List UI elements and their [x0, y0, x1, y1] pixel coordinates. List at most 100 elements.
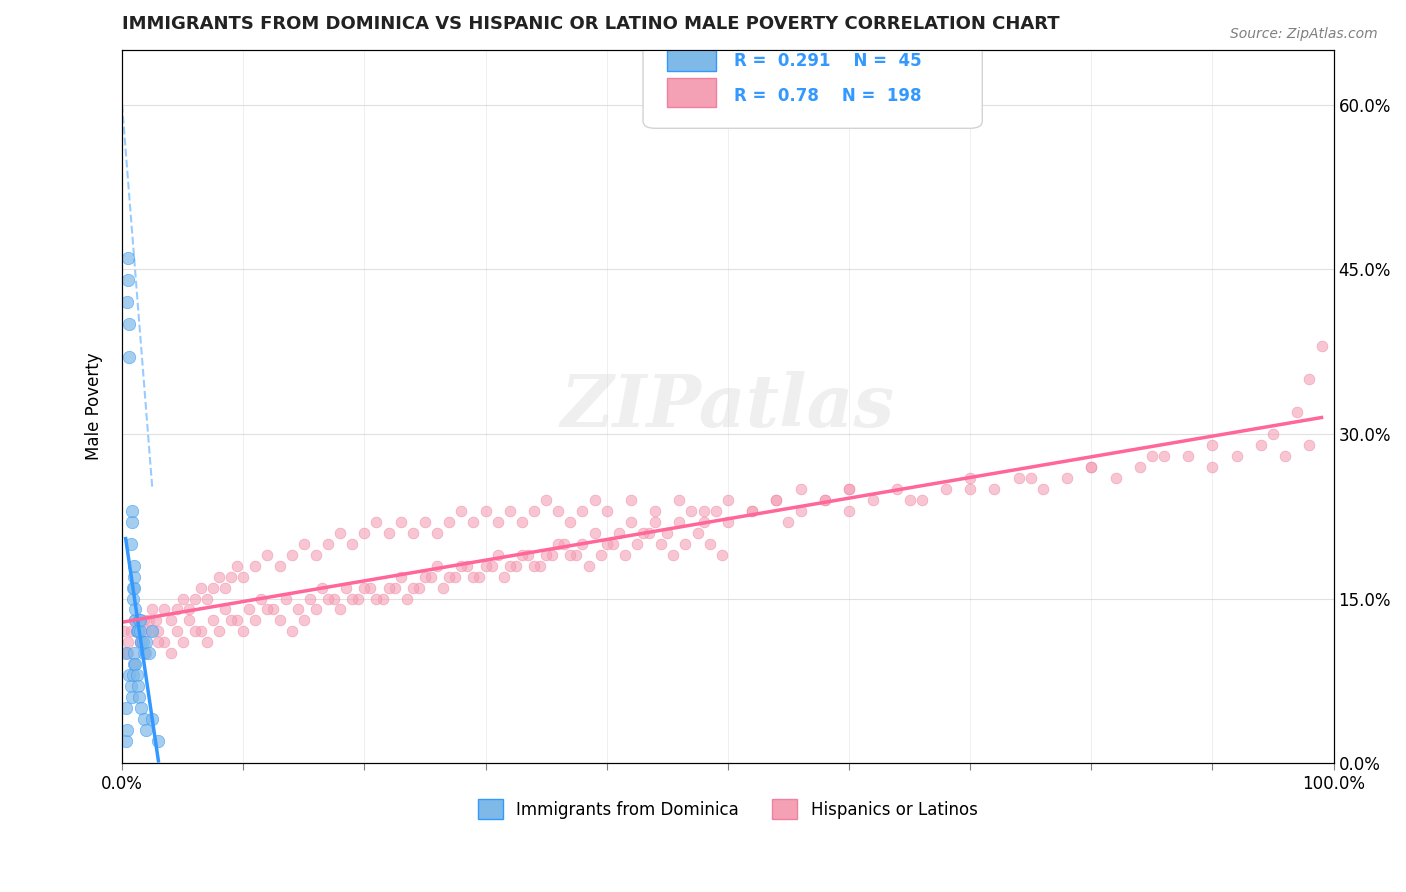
Point [135, 647, 157, 661]
Point [114, 647, 136, 661]
Point [402, 581, 425, 595]
Text: ZIPatlas: ZIPatlas [561, 371, 894, 442]
Point [426, 525, 449, 540]
Point [353, 525, 375, 540]
Point [814, 492, 837, 507]
Point [432, 581, 454, 595]
Point [366, 591, 388, 606]
Point [516, 548, 538, 562]
Point [129, 624, 152, 639]
Point [886, 482, 908, 496]
Point [128, 614, 150, 628]
Point [578, 558, 600, 573]
FancyBboxPatch shape [668, 78, 716, 107]
Point [201, 581, 224, 595]
Point [118, 350, 141, 364]
Point [122, 668, 145, 682]
Point [668, 492, 690, 507]
Point [631, 525, 654, 540]
Point [765, 492, 787, 507]
Point [190, 581, 212, 595]
Point [172, 591, 194, 606]
Point [911, 492, 934, 507]
Point [122, 558, 145, 573]
Point [122, 591, 145, 606]
Point [959, 471, 981, 485]
Point [534, 492, 557, 507]
Point [1153, 449, 1175, 463]
Point [444, 569, 467, 583]
Point [1177, 449, 1199, 463]
Point [269, 558, 291, 573]
Point [481, 558, 503, 573]
Point [935, 482, 957, 496]
Point [305, 602, 328, 616]
Point [124, 657, 146, 672]
Point [127, 624, 149, 639]
Point [128, 690, 150, 705]
Point [135, 723, 157, 738]
Point [565, 548, 588, 562]
Point [117, 647, 139, 661]
Point [120, 536, 142, 550]
Point [547, 504, 569, 518]
Point [814, 492, 837, 507]
Point [280, 624, 302, 639]
Point [177, 614, 200, 628]
Point [510, 515, 533, 529]
Point [184, 624, 207, 639]
Text: R =  0.78    N =  198: R = 0.78 N = 198 [734, 87, 921, 105]
Point [523, 558, 546, 573]
Point [371, 591, 394, 606]
Point [131, 635, 153, 649]
Point [1201, 438, 1223, 452]
Point [366, 515, 388, 529]
Point [1056, 471, 1078, 485]
Point [120, 624, 142, 639]
Point [1080, 459, 1102, 474]
Point [274, 591, 297, 606]
Point [177, 602, 200, 616]
Point [141, 712, 163, 726]
Point [238, 602, 260, 616]
Point [256, 602, 278, 616]
Point [692, 515, 714, 529]
Point [195, 635, 218, 649]
Point [184, 591, 207, 606]
Point [214, 581, 236, 595]
Point [124, 614, 146, 628]
Point [789, 504, 811, 518]
Point [342, 591, 364, 606]
Point [413, 515, 436, 529]
Point [699, 536, 721, 550]
Point [232, 569, 254, 583]
Point [510, 548, 533, 562]
Point [1032, 482, 1054, 496]
Point [114, 647, 136, 661]
Point [117, 273, 139, 287]
Point [704, 504, 727, 518]
Point [626, 536, 648, 550]
Point [862, 492, 884, 507]
Point [121, 515, 143, 529]
Point [138, 647, 160, 661]
Point [1226, 449, 1249, 463]
Point [114, 734, 136, 748]
Point [280, 548, 302, 562]
Point [486, 515, 509, 529]
Point [1310, 339, 1333, 353]
Point [675, 536, 697, 550]
Point [541, 548, 564, 562]
Point [1140, 449, 1163, 463]
Point [292, 614, 315, 628]
Point [638, 525, 661, 540]
Point [692, 504, 714, 518]
Point [135, 635, 157, 649]
Point [547, 536, 569, 550]
Y-axis label: Male Poverty: Male Poverty [86, 352, 103, 460]
Point [120, 679, 142, 693]
Point [311, 581, 333, 595]
Point [132, 614, 155, 628]
Point [1019, 471, 1042, 485]
Point [148, 635, 170, 649]
